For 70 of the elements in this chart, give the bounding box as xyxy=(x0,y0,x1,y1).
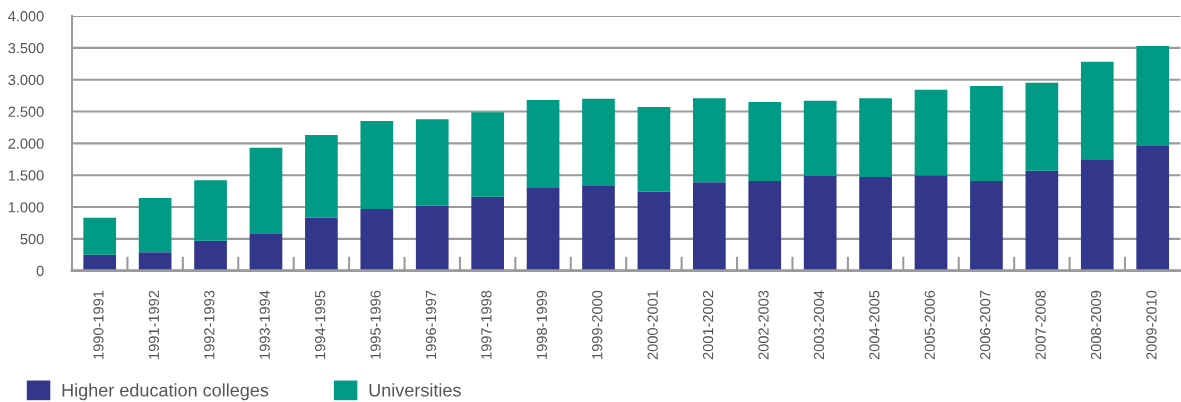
bar xyxy=(83,217,117,255)
x-tick-label: 2007-2008 xyxy=(1035,290,1046,360)
bar xyxy=(582,98,615,187)
x-tick-label: 1996-1997 xyxy=(425,290,437,359)
bar xyxy=(138,252,172,271)
y-tick-label: 2.500 xyxy=(8,106,44,117)
bar xyxy=(859,177,892,271)
x-tick-label: 2006-2007 xyxy=(980,290,991,360)
x-tick-label: 2005-2006 xyxy=(924,290,935,360)
bar xyxy=(1025,82,1059,171)
bar xyxy=(471,196,504,271)
bar xyxy=(748,101,782,181)
bar xyxy=(360,121,394,209)
bar xyxy=(1025,170,1059,271)
y-tick-label: 1.000 xyxy=(8,202,44,213)
bar xyxy=(305,135,338,218)
bar xyxy=(692,182,726,271)
bar xyxy=(803,100,837,176)
bar xyxy=(1080,61,1114,160)
x-tick-label: 1994-1995 xyxy=(314,290,326,359)
bar xyxy=(1136,45,1170,146)
bar xyxy=(637,191,671,271)
bar xyxy=(859,98,892,178)
bar xyxy=(194,240,227,271)
x-tick-label: 2001-2002 xyxy=(702,290,714,360)
x-tick-label: 2000-2001 xyxy=(647,290,658,360)
bar xyxy=(748,180,782,271)
legend-label: Higher education colleges xyxy=(62,383,269,401)
bar xyxy=(249,147,283,234)
bar xyxy=(415,119,449,206)
bar xyxy=(526,100,560,188)
bar xyxy=(1136,145,1170,271)
bar xyxy=(305,217,338,271)
bar xyxy=(360,208,394,271)
bar xyxy=(526,187,560,271)
bar xyxy=(914,175,948,271)
bar xyxy=(138,198,172,253)
x-tick-label: 1990-1991 xyxy=(93,290,104,359)
x-tick-label: 2009-2010 xyxy=(1146,290,1157,360)
x-tick-label: 2004-2005 xyxy=(869,290,880,360)
bar xyxy=(970,180,1003,271)
bar xyxy=(194,180,227,241)
bar xyxy=(692,98,726,183)
bar xyxy=(803,175,837,271)
x-tick-label: 2003-2004 xyxy=(813,290,825,360)
x-tick-label: 1992-1993 xyxy=(204,290,215,359)
x-tick-label: 1998-1999 xyxy=(536,290,547,359)
bar xyxy=(914,89,948,176)
y-tick-label: 3.500 xyxy=(8,42,44,54)
y-tick-label: 3.000 xyxy=(8,74,44,86)
y-tick-label: 4.000 xyxy=(8,11,44,22)
x-tick-label: 1999-2000 xyxy=(592,290,603,359)
x-tick-label: 1997-1998 xyxy=(481,290,492,359)
x-tick-label: 1995-1996 xyxy=(370,290,381,359)
bar xyxy=(970,86,1003,181)
bar xyxy=(637,107,671,192)
legend-label: Universities xyxy=(369,383,461,397)
x-tick-label: 2008-2009 xyxy=(1090,290,1102,360)
bar xyxy=(471,112,504,197)
x-tick-label: 1991-1992 xyxy=(148,290,160,359)
y-tick-label: 2.000 xyxy=(8,138,44,149)
bar xyxy=(582,186,615,271)
y-tick-label: 500 xyxy=(20,233,44,245)
bar xyxy=(415,205,449,271)
x-tick-label: 2002-2003 xyxy=(758,290,769,360)
x-tick-label: 1993-1994 xyxy=(259,290,270,359)
y-tick-label: 1.500 xyxy=(8,170,44,181)
bar xyxy=(249,233,283,271)
y-tick-label: 0 xyxy=(36,265,44,277)
bar xyxy=(1080,159,1114,271)
